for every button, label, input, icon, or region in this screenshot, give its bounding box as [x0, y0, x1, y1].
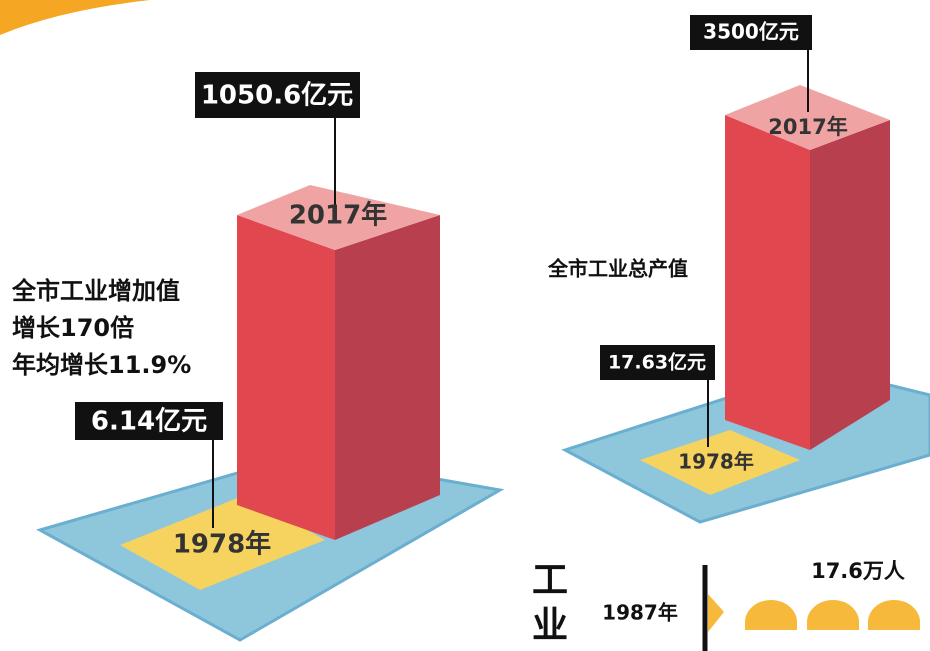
caption: 增长170倍	[12, 314, 134, 342]
base-year: 1978年	[173, 529, 271, 560]
right-panel: 3500亿元 2017年 全市工业总产值 17.63亿元 1978年	[547, 15, 930, 522]
bar-front	[725, 115, 810, 450]
top-year: 2017年	[768, 115, 847, 139]
top-value: 3500亿元	[703, 20, 799, 44]
workers: 17.6万人	[811, 559, 905, 583]
top-value: 1050.6亿元	[201, 81, 353, 111]
infographic: 1050.6亿元 2017年 全市工业增加值 增长170倍 年均增长11.9% …	[0, 0, 930, 651]
left-panel: 1050.6亿元 2017年 全市工业增加值 增长170倍 年均增长11.9% …	[11, 72, 500, 640]
helmet	[807, 600, 859, 630]
bar-side	[335, 215, 440, 540]
base-value: 17.63亿元	[608, 351, 706, 374]
caption: 全市工业增加值	[11, 277, 180, 305]
year: 1987年	[602, 601, 678, 625]
base-year: 1978年	[678, 450, 754, 474]
caption: 全市工业总产值	[547, 257, 688, 281]
bottom-section: 工 业 1987年 17.6万人	[532, 559, 920, 651]
top-year: 2017年	[289, 200, 387, 231]
heading-char: 工	[532, 560, 568, 601]
bar-front	[237, 215, 335, 540]
base-value: 6.14亿元	[91, 407, 207, 437]
arrow	[708, 594, 724, 632]
bar-side	[810, 120, 890, 450]
caption: 年均增长11.9%	[12, 351, 191, 379]
helmet-icons	[745, 600, 920, 630]
helmet	[745, 600, 797, 630]
heading-char: 业	[532, 605, 568, 646]
helmet	[868, 600, 920, 630]
corner-decoration	[0, 0, 150, 35]
